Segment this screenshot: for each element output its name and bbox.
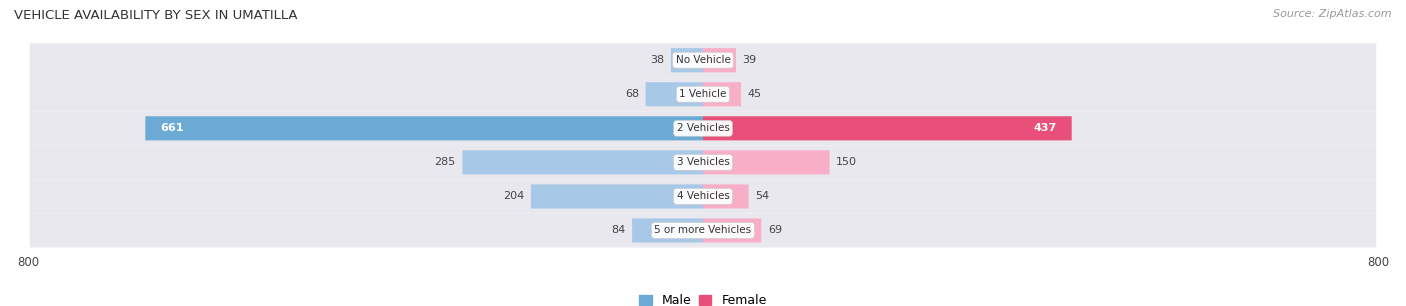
Text: 68: 68 — [624, 89, 638, 99]
FancyBboxPatch shape — [703, 218, 761, 243]
Text: Source: ZipAtlas.com: Source: ZipAtlas.com — [1274, 9, 1392, 19]
Text: 204: 204 — [503, 192, 524, 201]
Text: 285: 285 — [434, 157, 456, 167]
FancyBboxPatch shape — [703, 116, 1071, 140]
FancyBboxPatch shape — [30, 179, 1376, 214]
Text: 5 or more Vehicles: 5 or more Vehicles — [654, 226, 752, 236]
FancyBboxPatch shape — [30, 145, 1376, 179]
FancyBboxPatch shape — [703, 82, 741, 106]
Text: 150: 150 — [837, 157, 858, 167]
FancyBboxPatch shape — [703, 48, 735, 72]
Text: 39: 39 — [742, 55, 756, 65]
FancyBboxPatch shape — [30, 43, 1376, 77]
FancyBboxPatch shape — [30, 111, 1376, 145]
Legend: Male, Female: Male, Female — [634, 289, 772, 306]
Text: 38: 38 — [650, 55, 664, 65]
Text: 69: 69 — [768, 226, 782, 236]
FancyBboxPatch shape — [463, 150, 703, 174]
FancyBboxPatch shape — [703, 150, 830, 174]
Text: VEHICLE AVAILABILITY BY SEX IN UMATILLA: VEHICLE AVAILABILITY BY SEX IN UMATILLA — [14, 9, 298, 22]
FancyBboxPatch shape — [703, 185, 748, 208]
FancyBboxPatch shape — [671, 48, 703, 72]
FancyBboxPatch shape — [30, 214, 1376, 248]
FancyBboxPatch shape — [145, 116, 703, 140]
Text: 437: 437 — [1033, 123, 1056, 133]
Text: No Vehicle: No Vehicle — [675, 55, 731, 65]
FancyBboxPatch shape — [633, 218, 703, 243]
Text: 3 Vehicles: 3 Vehicles — [676, 157, 730, 167]
FancyBboxPatch shape — [645, 82, 703, 106]
FancyBboxPatch shape — [531, 185, 703, 208]
FancyBboxPatch shape — [30, 77, 1376, 111]
Text: 45: 45 — [748, 89, 762, 99]
Text: 1 Vehicle: 1 Vehicle — [679, 89, 727, 99]
Text: 661: 661 — [160, 123, 184, 133]
Text: 2 Vehicles: 2 Vehicles — [676, 123, 730, 133]
Text: 54: 54 — [755, 192, 769, 201]
Text: 84: 84 — [612, 226, 626, 236]
Text: 4 Vehicles: 4 Vehicles — [676, 192, 730, 201]
